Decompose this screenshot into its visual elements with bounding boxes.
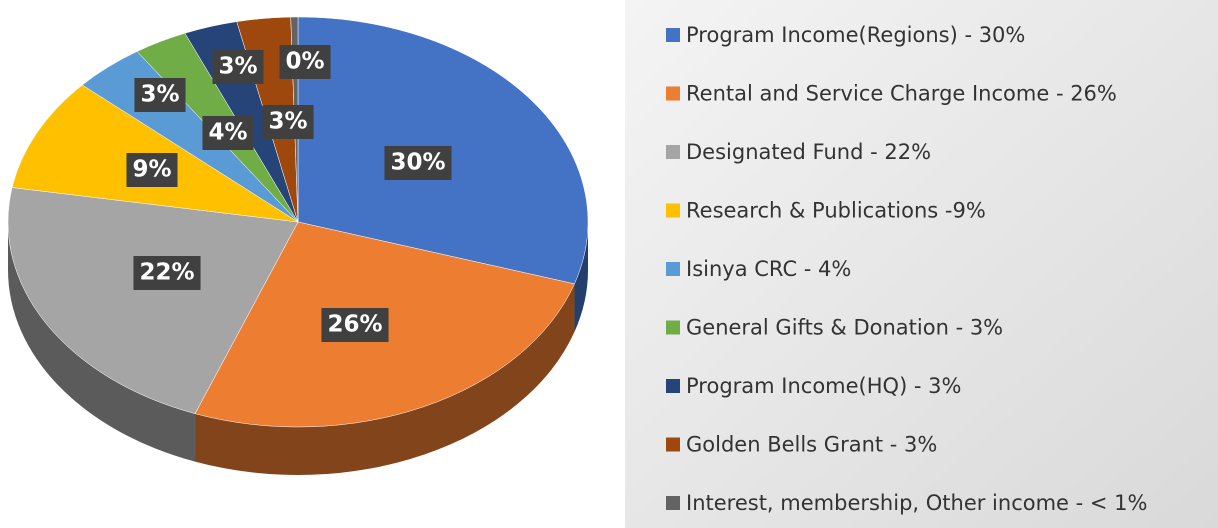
legend-label: Research & Publications -9% (686, 199, 986, 223)
legend-label: Golden Bells Grant - 3% (686, 433, 937, 457)
legend-swatch (666, 320, 680, 335)
data-label-box (134, 78, 186, 112)
legend-label: Program Income(HQ) - 3% (686, 374, 962, 398)
legend-swatch (666, 86, 680, 101)
data-label-box (212, 50, 264, 84)
data-labels: 30% 26% 22% 9% 4% 3% 3% 3% 0% (126, 45, 452, 342)
legend-label: Interest, membership, Other income - < 1… (686, 491, 1148, 515)
pie (7, 16, 589, 475)
legend-label: Isinya CRC - 4% (686, 257, 851, 281)
data-label: 3% (268, 109, 307, 135)
legend-swatch (666, 262, 680, 276)
slice-side (8, 222, 196, 462)
legend-swatch (666, 379, 680, 393)
data-label: 26% (327, 312, 382, 338)
legend-label: Rental and Service Charge Income - 26% (686, 82, 1117, 106)
legend-swatch (666, 28, 680, 42)
slice (7, 187, 299, 414)
legend-label: General Gifts & Donation - 3% (686, 316, 1003, 340)
data-label: 22% (139, 260, 194, 286)
legend-swatch (666, 437, 680, 452)
data-label: 4% (208, 120, 247, 146)
data-label-box (126, 153, 178, 187)
legend: Program Income(Regions) - 30% Rental and … (666, 23, 1148, 515)
data-label: 3% (218, 54, 257, 80)
data-label-box (384, 146, 452, 180)
legend-box (625, 0, 1218, 528)
data-label: 3% (140, 82, 179, 108)
data-label: 9% (132, 157, 171, 183)
data-label-box (133, 256, 201, 290)
slice-side (574, 222, 588, 332)
data-label: 30% (390, 150, 445, 176)
data-label-box (321, 308, 389, 342)
legend-label: Program Income(Regions) - 30% (686, 23, 1025, 47)
data-label-box (262, 105, 314, 139)
legend-swatch (666, 203, 680, 218)
legend-swatch (666, 496, 680, 510)
data-label-box (279, 45, 331, 79)
data-label: 0% (285, 49, 324, 75)
legend-swatch (666, 145, 680, 159)
data-label-box (202, 116, 254, 150)
slice-side (195, 283, 575, 475)
legend-label: Designated Fund - 22% (686, 140, 931, 164)
